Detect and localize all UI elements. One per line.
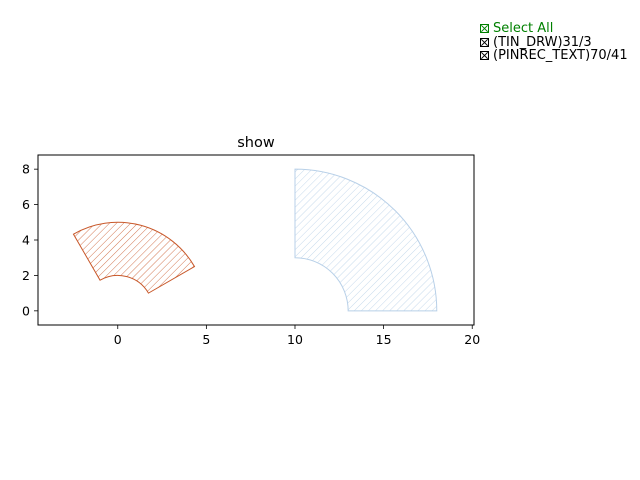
series-shape-1 xyxy=(294,168,438,312)
legend-label: (PINREC_TEXT)70/41 xyxy=(493,48,628,63)
x-tick-label: 0 xyxy=(114,332,122,347)
x-tick-label: 5 xyxy=(202,332,210,347)
y-tick-label: 8 xyxy=(22,162,30,177)
series-shape-0 xyxy=(72,221,196,294)
x-tick-label: 10 xyxy=(287,332,303,347)
series-layer xyxy=(72,168,438,312)
legend-item-pinrec-text[interactable]: (PINREC_TEXT)70/41 xyxy=(480,49,628,63)
select-all-toggle[interactable]: Select All xyxy=(480,22,628,36)
select-all-label: Select All xyxy=(493,21,554,36)
y-tick-label: 4 xyxy=(22,233,30,248)
legend-item-tin-drw[interactable]: (TIN_DRW)31/3 xyxy=(480,34,628,50)
chart-title: show xyxy=(237,135,275,151)
checkbox-checked-icon xyxy=(480,24,489,34)
checkbox-checked-icon xyxy=(480,51,489,61)
checkbox-checked-icon xyxy=(480,37,489,47)
x-tick-label: 20 xyxy=(464,332,480,347)
plot-frame xyxy=(37,154,475,326)
ticks-layer: 0 5 10 15 20 0 2 4 6 8 xyxy=(22,162,480,347)
y-tick-label: 6 xyxy=(22,197,30,212)
y-tick-label: 0 xyxy=(22,303,30,318)
legend-label: (TIN_DRW)31/3 xyxy=(493,34,592,50)
y-tick-label: 2 xyxy=(22,268,30,283)
legend: Select All (TIN_DRW)31/3 (PINREC_TEXT)70… xyxy=(480,22,628,63)
x-tick-label: 15 xyxy=(376,332,392,347)
